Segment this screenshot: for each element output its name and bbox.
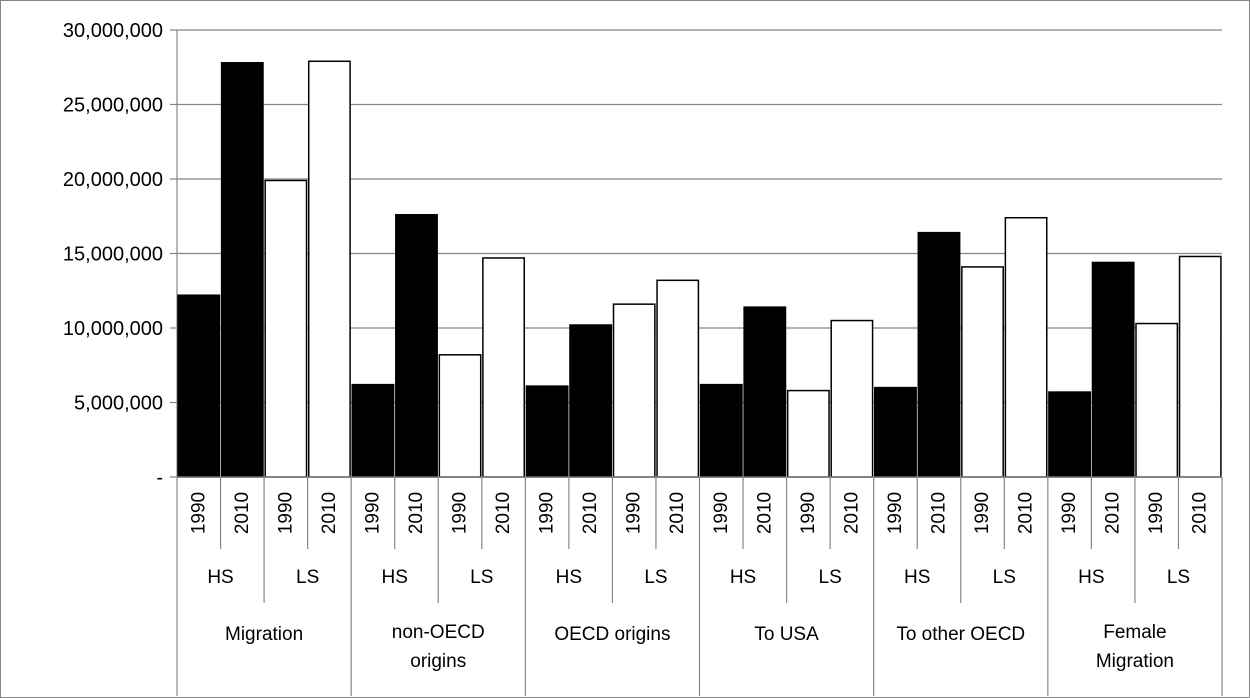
- year-label: 1990: [798, 492, 819, 534]
- bar-hs-2010: [1091, 261, 1135, 478]
- year-label: 1990: [624, 492, 645, 534]
- year-label: 1990: [362, 492, 383, 534]
- bar-hs-1990: [874, 386, 917, 478]
- y-tick-label: 25,000,000: [63, 95, 163, 117]
- year-label: 1990: [1059, 492, 1080, 534]
- bar-hs-1990: [1048, 391, 1092, 478]
- group-label: To USA: [754, 624, 819, 645]
- bar-ls-2010: [482, 257, 525, 478]
- bar-ls-1990: [612, 303, 656, 478]
- skill-label: LS: [1167, 567, 1190, 588]
- year-label: 1990: [537, 492, 558, 534]
- group-label: OECD origins: [554, 624, 670, 645]
- bar-hs-2010: [220, 62, 264, 478]
- y-tick-label: 10,000,000: [63, 318, 163, 340]
- bar-hs-2010: [395, 214, 438, 478]
- year-label: 1990: [885, 492, 906, 534]
- skill-label: HS: [904, 567, 930, 588]
- year-label: 2010: [232, 492, 253, 534]
- bar-ls-2010: [1004, 216, 1048, 478]
- bars: [177, 60, 1222, 478]
- bar-hs-1990: [351, 383, 395, 478]
- bar-hs-2010: [569, 324, 613, 478]
- y-tick-label: 5,000,000: [74, 393, 163, 415]
- y-tick-label: 30,000,000: [63, 20, 163, 42]
- bar-ls-1990: [1135, 322, 1179, 478]
- skill-label: HS: [1078, 567, 1104, 588]
- group-label: Migration: [225, 624, 303, 645]
- skill-label: HS: [382, 567, 408, 588]
- skill-label: LS: [993, 567, 1016, 588]
- skill-label: LS: [819, 567, 842, 588]
- skill-label: HS: [207, 567, 233, 588]
- x-axis: 1990 2010 HS 1990 2010 LS Migration 1990 2010 HS 1…: [176, 476, 1223, 696]
- bar-hs-2010: [743, 306, 787, 478]
- bar-ls-1990: [786, 389, 830, 478]
- group-label: To other OECD: [896, 624, 1025, 645]
- skill-label: LS: [296, 567, 319, 588]
- group-label: Female: [1103, 622, 1166, 643]
- year-label: 1990: [711, 492, 732, 534]
- year-label: 2010: [1103, 492, 1124, 534]
- skill-label: HS: [730, 567, 756, 588]
- bar-ls-1990: [961, 266, 1004, 478]
- bar-hs-2010: [917, 231, 961, 478]
- bar-hs-1990: [525, 385, 569, 478]
- bar-ls-1990: [264, 179, 308, 478]
- y-axis: - 5,000,000 10,000,000 15,000,000 20,000,000…: [63, 20, 178, 489]
- year-label: 1990: [1146, 492, 1167, 534]
- skill-label: HS: [556, 567, 582, 588]
- year-label: 2010: [493, 492, 514, 534]
- y-tick-label: -: [156, 467, 163, 489]
- group-label: non-OECD: [392, 622, 485, 643]
- year-label: 1990: [972, 492, 993, 534]
- year-label: 2010: [580, 492, 601, 534]
- skill-label: LS: [644, 567, 667, 588]
- y-tick-label: 15,000,000: [63, 244, 163, 266]
- group-label: Migration: [1096, 651, 1174, 672]
- year-label: 2010: [667, 492, 688, 534]
- y-tick-label: 20,000,000: [63, 169, 163, 191]
- year-label: 2010: [841, 492, 862, 534]
- year-label: 2010: [754, 492, 775, 534]
- year-label: 2010: [406, 492, 427, 534]
- gridlines: [177, 29, 1222, 404]
- year-label: 2010: [1016, 492, 1037, 534]
- bar-hs-1990: [177, 294, 221, 478]
- bar-ls-2010: [307, 60, 351, 478]
- year-label: 2010: [1190, 492, 1211, 534]
- bar-ls-1990: [438, 354, 482, 478]
- year-label: 2010: [928, 492, 949, 534]
- year-label: 1990: [450, 492, 471, 534]
- group-label: origins: [410, 651, 466, 672]
- bar-ls-2010: [830, 319, 874, 478]
- year-label: 1990: [275, 492, 296, 534]
- skill-label: LS: [470, 567, 493, 588]
- year-label: 2010: [319, 492, 340, 534]
- bar-hs-1990: [699, 383, 743, 478]
- bar-ls-2010: [1178, 255, 1222, 478]
- bar-ls-2010: [656, 279, 700, 478]
- year-label: 1990: [188, 492, 209, 534]
